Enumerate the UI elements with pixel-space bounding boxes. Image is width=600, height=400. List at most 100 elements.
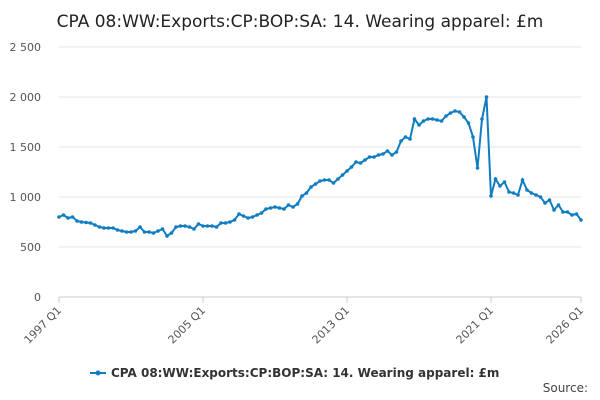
- x-tick-label: 2026 Q1: [544, 304, 587, 347]
- data-point: [313, 182, 318, 186]
- y-tick-label: 2 000: [10, 91, 42, 104]
- data-point: [147, 230, 151, 234]
- data-point: [439, 119, 444, 123]
- chart-title: CPA 08:WW:Exports:CP:BOP:SA: 14. Wearing…: [57, 12, 544, 32]
- x-tick-label: 2005 Q1: [166, 304, 209, 347]
- x-tick-label: 2013 Q1: [310, 304, 353, 347]
- data-point: [430, 117, 435, 121]
- data-point: [408, 137, 412, 141]
- data-point: [565, 210, 570, 214]
- data-point: [376, 153, 381, 157]
- data-point: [480, 117, 484, 121]
- data-point: [520, 178, 525, 182]
- data-point: [367, 155, 372, 159]
- data-point: [318, 179, 322, 183]
- data-point: [331, 181, 336, 185]
- data-point: [66, 216, 70, 220]
- data-point: [120, 229, 124, 233]
- data-point: [106, 226, 111, 230]
- data-point: [475, 166, 480, 170]
- data-point: [237, 212, 241, 216]
- data-point: [394, 150, 399, 154]
- data-point: [241, 214, 246, 218]
- data-point: [412, 117, 417, 121]
- data-point: [543, 201, 547, 205]
- data-point: [223, 221, 228, 225]
- data-point: [516, 193, 520, 197]
- data-point: [448, 111, 453, 115]
- data-point: [97, 225, 102, 229]
- data-point: [457, 110, 462, 114]
- data-point: [57, 215, 61, 219]
- y-tick-label: 0: [34, 291, 41, 304]
- y-tick-label: 2 500: [10, 41, 42, 54]
- data-point: [538, 195, 543, 199]
- data-point: [507, 190, 511, 194]
- data-point: [390, 153, 394, 157]
- data-point: [511, 191, 516, 195]
- data-point: [268, 206, 273, 210]
- data-point: [358, 161, 363, 165]
- data-point: [498, 184, 502, 188]
- data-point: [462, 115, 466, 119]
- data-point: [192, 227, 196, 231]
- data-point: [345, 169, 349, 173]
- data-point: [273, 205, 277, 209]
- data-point: [214, 225, 219, 229]
- data-point: [151, 231, 156, 235]
- data-point: [174, 225, 178, 229]
- data-point: [93, 223, 97, 227]
- data-point: [282, 207, 286, 211]
- data-point: [322, 178, 327, 182]
- data-point: [205, 224, 210, 228]
- data-point: [552, 208, 556, 212]
- data-point: [111, 226, 115, 230]
- data-point: [246, 216, 250, 220]
- data-point: [385, 149, 390, 153]
- data-point: [489, 194, 493, 198]
- data-point: [228, 220, 232, 224]
- data-point: [79, 220, 84, 224]
- data-point: [129, 230, 133, 234]
- data-point: [336, 177, 340, 181]
- data-point: [403, 135, 408, 139]
- data-point: [426, 117, 430, 121]
- data-point: [525, 188, 529, 192]
- data-point: [453, 109, 457, 113]
- x-tick-label: 2021 Q1: [454, 304, 497, 347]
- data-point: [286, 203, 291, 207]
- data-point: [570, 213, 574, 217]
- data-point: [210, 224, 214, 228]
- data-point: [124, 230, 129, 234]
- data-point: [102, 226, 106, 230]
- data-point: [340, 173, 345, 177]
- data-point: [309, 185, 313, 189]
- data-point: [556, 203, 561, 207]
- data-point: [534, 193, 538, 197]
- data-point: [471, 135, 475, 139]
- data-point: [354, 160, 358, 164]
- data-point: [484, 95, 489, 99]
- data-point: [250, 215, 255, 219]
- data-point: [502, 180, 507, 184]
- series-line: [58, 96, 582, 238]
- data-point: [183, 224, 187, 228]
- data-point: [372, 155, 376, 159]
- data-point: [529, 191, 534, 195]
- data-point: [142, 230, 147, 234]
- data-point: [165, 234, 169, 238]
- y-tick-label: 1 000: [10, 191, 42, 204]
- data-point: [327, 178, 331, 182]
- data-point: [277, 206, 282, 210]
- data-point: [295, 202, 300, 206]
- data-point: [219, 221, 223, 225]
- data-point: [84, 220, 88, 225]
- data-point: [304, 191, 309, 195]
- y-tick-label: 500: [20, 241, 41, 254]
- data-point: [435, 118, 439, 122]
- data-point: [156, 229, 160, 233]
- data-point: [466, 121, 471, 125]
- data-point: [421, 119, 426, 123]
- source: Source:: [543, 381, 588, 395]
